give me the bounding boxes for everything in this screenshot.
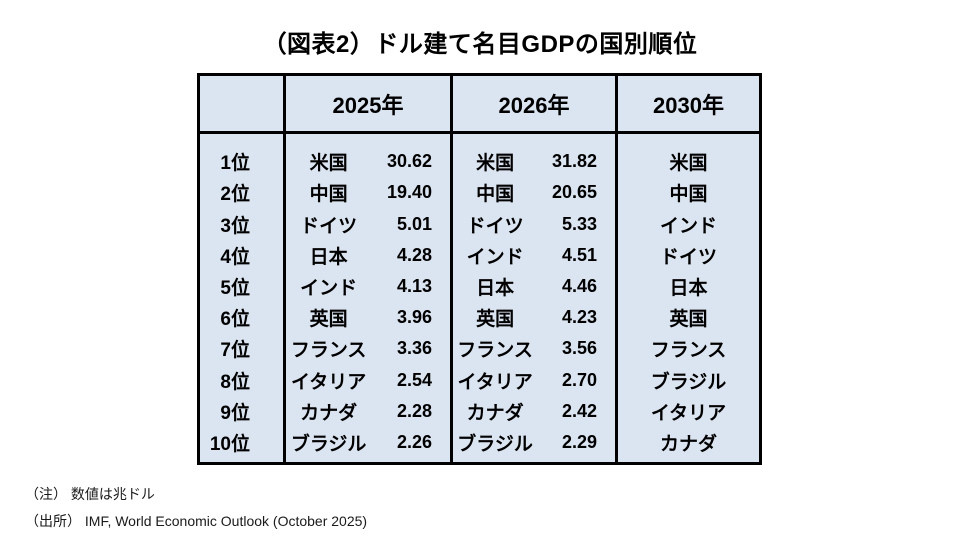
country-label: イタリア [291, 371, 367, 393]
gdp-value: 4.28 [396, 244, 432, 265]
country-label: 米国 [669, 153, 708, 175]
column-2025: 米国 30.62 中国 19.40 ドイツ 5.01 日本 4.28 インド 4… [283, 134, 450, 462]
country-label: フランス [650, 340, 727, 362]
table-row-cell: 英国 4.23 [453, 302, 615, 333]
country-label: 中国 [669, 184, 708, 206]
rank-cell: 1位 [220, 153, 250, 175]
country-label: フランス [457, 340, 533, 362]
table-row-cell: ブラジル 2.29 [453, 427, 615, 458]
country-label: 日本 [669, 277, 708, 299]
gdp-value: 3.56 [561, 338, 597, 359]
table-row-cell: イタリア 2.54 [286, 364, 450, 395]
country-label: 英国 [669, 309, 708, 331]
table-row-cell: 中国 20.65 [453, 177, 615, 208]
page-title: （図表2）ドル建て名目GDPの国別順位 [262, 31, 698, 58]
rank-cell: 7位 [220, 340, 250, 362]
gdp-value: 2.54 [396, 369, 432, 390]
gdp-value: 2.28 [396, 400, 432, 421]
gdp-ranking-table: 2025年 2026年 2030年 1位 2位 3位 4位 5位 6位 7位 8… [197, 73, 762, 465]
gdp-value: 5.01 [396, 213, 432, 234]
country-label: イタリア [650, 402, 727, 424]
column-header-2030: 2030年 [615, 76, 759, 134]
country-label: カナダ [659, 433, 717, 455]
country-label: カナダ [466, 402, 524, 424]
gdp-value: 4.46 [561, 275, 597, 296]
table-row-cell: フランス 3.56 [453, 333, 615, 364]
note-source: （出所） IMF, World Economic Outlook (Octobe… [25, 513, 368, 529]
table-row-cell: 日本 4.28 [286, 240, 450, 271]
column-2026: 米国 31.82 中国 20.65 ドイツ 5.33 インド 4.51 日本 4… [450, 134, 615, 462]
gdp-value: 20.65 [551, 182, 597, 203]
country-label: 日本 [476, 277, 515, 299]
country-label: 日本 [309, 246, 348, 268]
rank-cell: 9位 [220, 402, 250, 424]
rank-cell: 2位 [220, 184, 250, 206]
country-label: 英国 [476, 309, 515, 331]
country-label: 米国 [476, 153, 515, 175]
country-label: インド [300, 277, 358, 299]
gdp-value: 4.23 [561, 307, 597, 328]
rank-cell: 4位 [220, 246, 250, 268]
gdp-value: 2.26 [396, 431, 432, 452]
table-row-cell: イタリア 2.70 [453, 364, 615, 395]
table-row-cell: カナダ 2.42 [453, 396, 615, 427]
note-unit: （注） 数値は兆ドル [25, 486, 155, 502]
gdp-value: 3.36 [396, 338, 432, 359]
table-row-cell: フランス 3.36 [286, 333, 450, 364]
gdp-value: 2.29 [561, 431, 597, 452]
rank-cell: 3位 [220, 215, 250, 237]
table-row-cell: 米国 30.62 [286, 146, 450, 177]
country-label: フランス [290, 340, 367, 362]
rank-cell: 5位 [220, 277, 250, 299]
table-row-cell: 英国 3.96 [286, 302, 450, 333]
table-row-cell: カナダ 2.28 [286, 396, 450, 427]
table-row-cell: ブラジル 2.26 [286, 427, 450, 458]
country-label: インド [659, 215, 717, 237]
gdp-value: 5.33 [561, 213, 597, 234]
country-label: イタリア [457, 371, 533, 393]
country-label: ブラジル [650, 371, 727, 393]
table-row-cell: ドイツ 5.01 [286, 208, 450, 239]
country-label: 中国 [476, 184, 515, 206]
country-label: 中国 [309, 184, 348, 206]
table-row-cell: 米国 31.82 [453, 146, 615, 177]
country-label: ドイツ [659, 246, 717, 268]
gdp-value: 19.40 [386, 182, 432, 203]
country-label: ブラジル [290, 433, 367, 455]
corner-cell [200, 76, 283, 134]
table-row-cell: インド 4.13 [286, 271, 450, 302]
country-label: 米国 [309, 153, 348, 175]
rank-cell: 10位 [209, 433, 250, 455]
table-row-cell: 中国 19.40 [286, 177, 450, 208]
country-label: ドイツ [466, 215, 524, 237]
country-label: ドイツ [300, 215, 358, 237]
gdp-value: 30.62 [386, 151, 432, 172]
country-label: 英国 [309, 309, 348, 331]
country-label: カナダ [300, 402, 358, 424]
gdp-value: 2.42 [561, 400, 597, 421]
table-row-cell: 日本 4.46 [453, 271, 615, 302]
gdp-value: 4.13 [396, 275, 432, 296]
country-label: インド [466, 246, 524, 268]
footnotes: （注） 数値は兆ドル （出所） IMF, World Economic Outl… [25, 481, 367, 535]
rank-cell: 6位 [220, 309, 250, 331]
gdp-value: 4.51 [561, 244, 597, 265]
rank-column: 1位 2位 3位 4位 5位 6位 7位 8位 9位 10位 [200, 134, 283, 462]
gdp-value: 31.82 [551, 151, 597, 172]
gdp-value: 2.70 [561, 369, 597, 390]
column-header-2026: 2026年 [450, 76, 615, 134]
gdp-value: 3.96 [396, 307, 432, 328]
column-2030: 米国 中国 インド ドイツ 日本 英国 フランス ブラジル イタリア カナダ [615, 134, 759, 462]
rank-cell: 8位 [220, 371, 250, 393]
country-label: ブラジル [457, 433, 533, 455]
column-header-2025: 2025年 [283, 76, 450, 134]
table-row-cell: インド 4.51 [453, 240, 615, 271]
table-row-cell: ドイツ 5.33 [453, 208, 615, 239]
